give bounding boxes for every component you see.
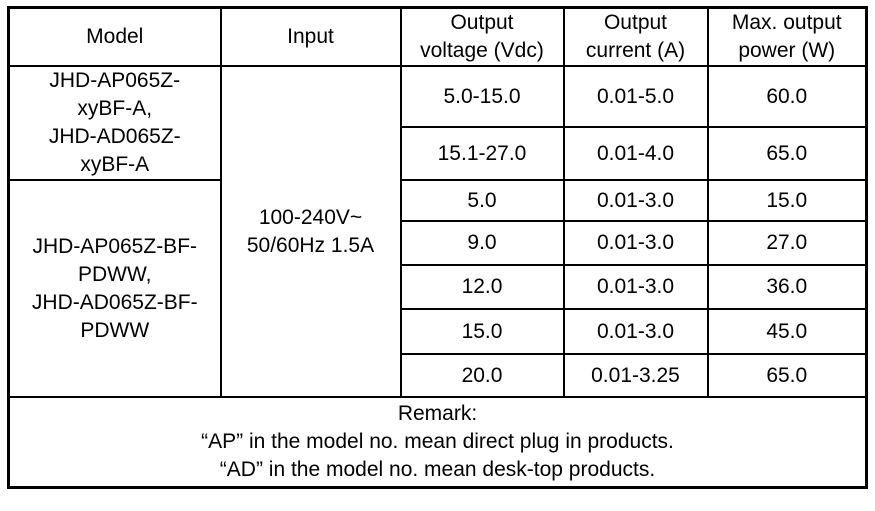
- remark-title: Remark:: [397, 401, 478, 425]
- column-header-input: Input: [219, 6, 402, 67]
- output-current-cell: 0.01-5.0: [562, 64, 709, 129]
- model-group-2-cell: JHD-AP065Z-BF- PDWW, JHD-AD065Z-BF- PDWW: [7, 179, 222, 398]
- output-voltage-cell: 5.0: [399, 179, 565, 222]
- output-voltage-cell: 15.1-27.0: [399, 126, 565, 181]
- output-current-cell: 0.01-3.0: [562, 308, 709, 355]
- output-current-cell: 0.01-3.25: [562, 353, 709, 398]
- output-current-cell: 0.01-3.0: [562, 264, 709, 310]
- remark-line-ad: “AD” in the model no. mean desk-top prod…: [219, 457, 656, 481]
- remark-line-ap: “AP” in the model no. mean direct plug i…: [201, 429, 674, 453]
- output-voltage-cell: 12.0: [399, 264, 565, 310]
- table-row: JHD-AP065Z- xyBF-A, JHD-AD065Z- xyBF-A 1…: [7, 64, 868, 398]
- output-voltage-cell: 5.0-15.0: [399, 64, 565, 129]
- max-output-power-cell: 65.0: [706, 126, 868, 181]
- table-row: 12.0 0.01-3.0 36.0: [9, 264, 868, 310]
- column-header-model: Model: [7, 6, 222, 67]
- output-voltage-cell: 15.0: [399, 308, 565, 355]
- table-row: JHD-AP065Z-BF- PDWW, JHD-AD065Z-BF- PDWW…: [7, 179, 868, 398]
- output-current-cell: 0.01-3.0: [562, 220, 709, 266]
- column-header-output-current: Output current (A): [562, 6, 709, 67]
- max-output-power-cell: 15.0: [706, 179, 868, 222]
- table-row: 15.1-27.0 0.01-4.0 65.0: [9, 126, 868, 181]
- max-output-power-cell: 36.0: [706, 264, 868, 310]
- max-output-power-cell: 65.0: [706, 353, 868, 398]
- max-output-power-cell: 45.0: [706, 308, 868, 355]
- remark-cell: Remark: “AP” in the model no. mean direc…: [7, 396, 868, 488]
- max-output-power-cell: 27.0: [706, 220, 868, 266]
- table-row: 15.0 0.01-3.0 45.0: [9, 308, 868, 355]
- model-group-1-cell: JHD-AP065Z- xyBF-A, JHD-AD065Z- xyBF-A: [7, 65, 222, 181]
- table-row: 9.0 0.01-3.0 27.0: [9, 220, 868, 266]
- table-row: 20.0 0.01-3.25 65.0: [9, 353, 868, 398]
- column-header-output-voltage: Output voltage (Vdc): [399, 6, 565, 67]
- output-current-cell: 0.01-4.0: [562, 126, 709, 181]
- output-voltage-cell: 20.0: [399, 353, 565, 398]
- header-row: Model Input Output voltage (Vdc) Output …: [7, 6, 868, 67]
- column-header-max-output-power: Max. output power (W): [706, 6, 868, 67]
- input-cell: 100-240V~ 50/60Hz 1.5A: [219, 65, 402, 398]
- remark-row: Remark: “AP” in the model no. mean direc…: [7, 396, 868, 488]
- output-current-cell: 0.01-3.0: [562, 179, 709, 222]
- max-output-power-cell: 60.0: [706, 64, 868, 129]
- spec-table: Model Input Output voltage (Vdc) Output …: [7, 6, 868, 489]
- output-voltage-cell: 9.0: [399, 220, 565, 266]
